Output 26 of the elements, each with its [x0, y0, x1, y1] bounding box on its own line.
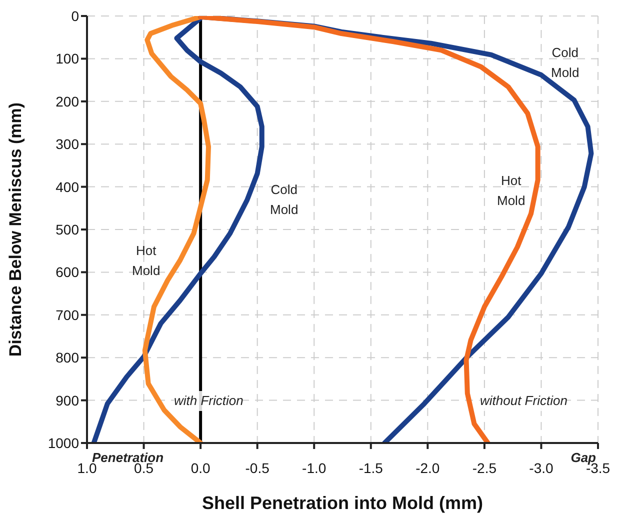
- y-tick-label: 100: [56, 50, 80, 67]
- x-tick-label: 0.0: [190, 460, 210, 476]
- y-tick-label: 700: [56, 306, 80, 323]
- y-axis-title: Distance Below Meniscus (mm): [6, 102, 26, 357]
- annotation: Cold Mold: [270, 181, 298, 219]
- annotation: Cold Mold: [551, 44, 580, 82]
- y-tick-label: 400: [56, 178, 80, 195]
- x-tick-label: -0.5: [245, 460, 270, 476]
- x-tick-label: -1.0: [302, 460, 326, 476]
- annotation: without Friction: [480, 391, 568, 411]
- x-tick-label: -3.0: [529, 460, 554, 476]
- y-tick-label: 300: [56, 136, 80, 152]
- x-tick-label: -1.5: [358, 460, 384, 476]
- annotation: with Friction: [174, 391, 244, 411]
- y-tick-label: 800: [56, 350, 80, 366]
- y-tick-label: 1000: [48, 434, 80, 451]
- annotation: Hot Mold: [132, 242, 160, 280]
- x-axis-title: Shell Penetration into Mold (mm): [202, 493, 484, 513]
- y-tick-label: 0: [71, 8, 80, 24]
- x-tick-label: -2.5: [472, 460, 497, 476]
- y-tick-label: 900: [56, 392, 80, 408]
- y-tick-label: 500: [56, 221, 80, 238]
- y-tick-label: 200: [56, 93, 80, 110]
- y-tick-label: 600: [56, 264, 80, 280]
- annotation: Hot Mold: [497, 172, 526, 210]
- x-tick-label: -2.0: [416, 460, 440, 476]
